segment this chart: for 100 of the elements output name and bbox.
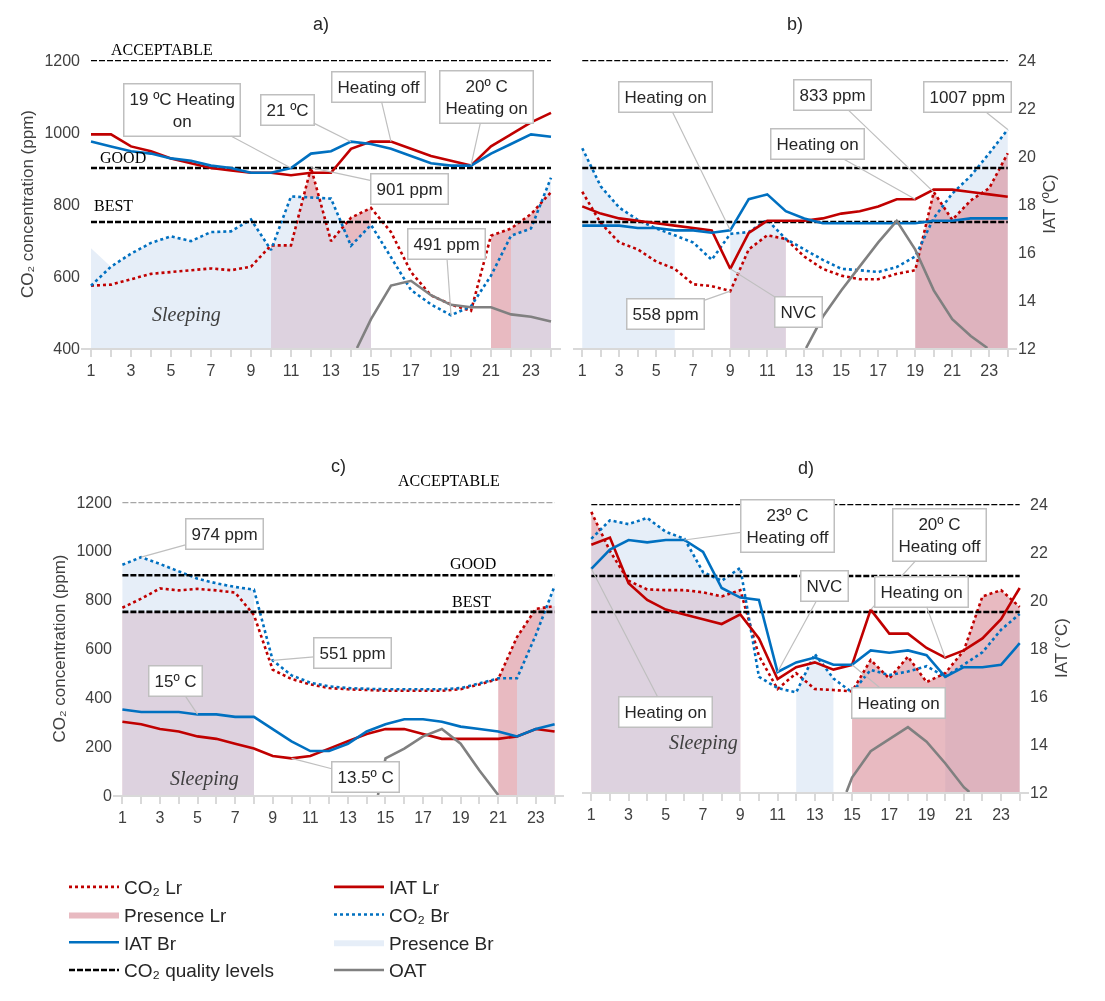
legend-label: CO₂ quality levels	[124, 960, 274, 982]
x-tick-label: 3	[624, 806, 634, 824]
annotation: 15º C	[154, 671, 197, 691]
annotation: 13.5º C	[337, 767, 394, 787]
annotation: 551 ppm	[319, 643, 386, 663]
y-tick-label: 0	[103, 786, 113, 804]
y-tick-label: 1200	[76, 493, 113, 511]
y2-tick-label: 18	[1018, 195, 1036, 213]
x-tick-label: 23	[980, 362, 999, 380]
x-tick-label: 19	[906, 362, 925, 380]
annotation: 20º C Heating off	[898, 514, 981, 556]
annotation: GOOD	[450, 555, 497, 572]
chart-title: c)	[331, 456, 346, 476]
x-tick-label: 7	[206, 362, 216, 380]
text: ACCEPTABLE	[398, 472, 500, 489]
line-series	[121, 555, 556, 691]
x-tick-label: 21	[954, 806, 973, 824]
x-tick-label: 23	[526, 809, 545, 827]
x-tick-label: 21	[943, 362, 962, 380]
x-tick-label: 11	[302, 809, 319, 827]
annotation: NVC	[780, 302, 817, 322]
y-tick-label: 400	[85, 688, 113, 706]
annotation: 901 ppm	[376, 179, 443, 199]
x-tick-label: 13	[795, 362, 814, 380]
y2-tick-label: 24	[1030, 495, 1048, 513]
y2-tick-label: 24	[1018, 51, 1036, 69]
legend-label: OAT	[389, 960, 428, 982]
annotation: 1007 ppm	[929, 87, 1006, 107]
annotation: Sleeping	[170, 767, 239, 790]
legend-label: Presence Lr	[124, 904, 228, 926]
y-axis-title: CO₂ concentration (ppm)	[49, 554, 69, 743]
annotation: 20º C Heating on	[445, 76, 528, 118]
x-tick-label: 21	[489, 809, 508, 827]
annotation: NVC	[806, 576, 843, 596]
x-tick-label: 17	[880, 806, 899, 824]
annotation: Heating on	[624, 87, 707, 107]
legend-label: Presence Br	[389, 932, 495, 954]
annotation: 558 ppm	[632, 304, 699, 324]
y-tick-label: 1000	[44, 123, 81, 141]
y2-axis-title: IAT (°C)	[1052, 618, 1072, 678]
y2-tick-label: 22	[1030, 543, 1048, 561]
x-tick-label: 13	[805, 806, 824, 824]
x-tick-label: 19	[442, 362, 460, 380]
x-tick-label: 7	[688, 362, 698, 380]
line-series	[845, 725, 971, 792]
x-tick-label: 5	[661, 806, 671, 824]
y2-tick-label: 20	[1018, 147, 1036, 165]
annotation: 974 ppm	[191, 524, 258, 544]
x-tick-label: 11	[282, 362, 300, 380]
y2-tick-label: 12	[1030, 783, 1048, 801]
x-tick-label: 9	[268, 809, 278, 827]
x-tick-label: 3	[155, 809, 165, 827]
x-tick-label: 13	[339, 809, 357, 827]
y2-tick-label: 14	[1018, 291, 1036, 309]
x-tick-label: 23	[522, 362, 540, 380]
annotation: Sleeping	[152, 303, 221, 326]
annotation: BEST	[94, 197, 134, 214]
chart-title: d)	[798, 458, 815, 478]
x-tick-label: 15	[376, 809, 395, 827]
annotation: Heating off	[337, 77, 420, 97]
x-tick-label: 1	[117, 809, 127, 827]
legend-label: CO₂ Br	[389, 904, 450, 926]
x-tick-label: 21	[482, 362, 500, 380]
legend-label: CO₂ Lr	[124, 877, 183, 899]
x-tick-label: 11	[769, 806, 786, 824]
x-tick-label: 9	[725, 362, 735, 380]
chart-title: b)	[787, 14, 804, 34]
x-tick-label: 5	[193, 809, 203, 827]
y2-tick-label: 12	[1018, 339, 1036, 357]
y-tick-label: 800	[85, 591, 113, 609]
x-tick-label: 5	[651, 362, 661, 380]
x-tick-label: 5	[166, 362, 176, 380]
y-tick-label: 800	[53, 195, 81, 213]
x-tick-label: 17	[402, 362, 420, 380]
legend-label: IAT Br	[124, 932, 177, 954]
y-tick-label: 1000	[76, 542, 113, 560]
annotation: Heating on	[880, 582, 963, 602]
y2-axis-title: IAT (ºC)	[1040, 174, 1060, 234]
legend-label: IAT Lr	[389, 877, 440, 899]
annotation: Heating on	[776, 134, 859, 154]
annotation: GOOD	[100, 149, 147, 166]
text: ACCEPTABLE	[111, 41, 213, 58]
x-tick-label: 15	[362, 362, 380, 380]
y-tick-label: 200	[85, 737, 113, 755]
y-tick-label: 600	[85, 640, 113, 658]
x-tick-label: 7	[698, 806, 708, 824]
x-tick-label: 13	[322, 362, 340, 380]
x-tick-label: 3	[614, 362, 624, 380]
x-tick-label: 19	[917, 806, 936, 824]
x-tick-label: 3	[126, 362, 136, 380]
x-tick-label: 7	[230, 809, 240, 827]
x-tick-label: 15	[843, 806, 862, 824]
y2-tick-label: 20	[1030, 591, 1048, 609]
x-tick-label: 19	[451, 809, 470, 827]
y2-tick-label: 16	[1018, 243, 1036, 261]
x-tick-label: 1	[577, 362, 587, 380]
x-tick-label: 17	[414, 809, 433, 827]
chart-title: a)	[313, 14, 330, 34]
annotation: 491 ppm	[413, 234, 480, 254]
annotation: 833 ppm	[799, 85, 866, 105]
